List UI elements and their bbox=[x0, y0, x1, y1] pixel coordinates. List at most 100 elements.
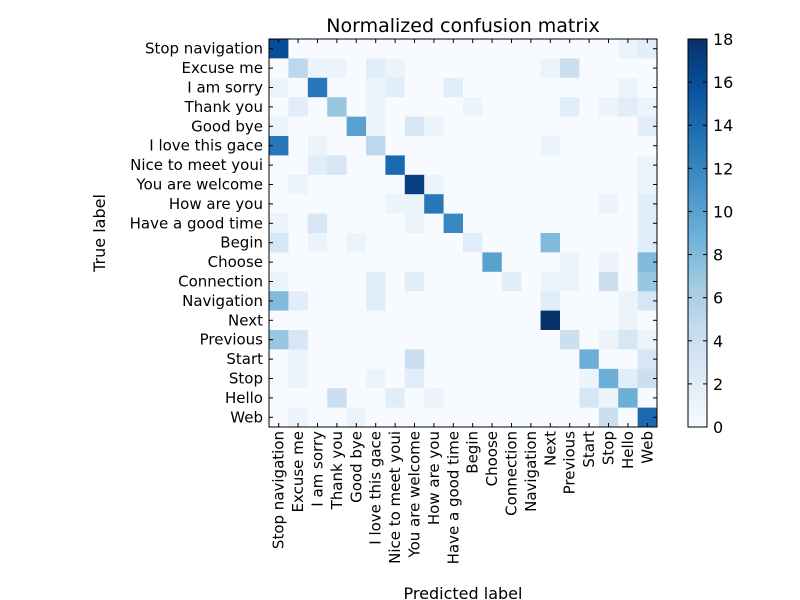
heatmap-cell bbox=[540, 136, 561, 156]
heatmap-cell bbox=[288, 77, 309, 98]
heatmap-cell bbox=[521, 291, 541, 311]
y-tick-label: Connection bbox=[178, 273, 263, 291]
heatmap-cell bbox=[618, 58, 638, 79]
heatmap-cell bbox=[501, 310, 522, 331]
heatmap-cell bbox=[579, 407, 600, 428]
heatmap-cell bbox=[269, 58, 289, 79]
heatmap-cell bbox=[540, 291, 561, 311]
heatmap-cell bbox=[366, 174, 386, 195]
y-tick-label: Navigation bbox=[182, 292, 263, 310]
heatmap-cell bbox=[618, 174, 638, 195]
x-tick-label: You are welcome bbox=[406, 431, 424, 559]
y-tick-label: Previous bbox=[200, 331, 264, 349]
heatmap-cell bbox=[404, 39, 425, 59]
heatmap-cell bbox=[540, 155, 561, 176]
heatmap-cell bbox=[346, 213, 367, 234]
heatmap-cell bbox=[346, 116, 367, 137]
heatmap-cell bbox=[598, 97, 619, 117]
heatmap-cell bbox=[579, 97, 600, 117]
heatmap-cell bbox=[521, 407, 541, 428]
heatmap-cell bbox=[443, 349, 464, 370]
heatmap-cell bbox=[482, 407, 503, 428]
heatmap-cell bbox=[598, 194, 619, 214]
heatmap-cell bbox=[560, 136, 580, 156]
heatmap-cell bbox=[307, 407, 328, 428]
heatmap-cell bbox=[501, 252, 522, 273]
heatmap-cell bbox=[560, 368, 580, 389]
heatmap-cell bbox=[540, 58, 561, 79]
heatmap-cell bbox=[482, 97, 503, 117]
heatmap-cell bbox=[521, 39, 541, 59]
heatmap-cell bbox=[501, 330, 522, 350]
heatmap-cell bbox=[443, 174, 464, 195]
heatmap-cell bbox=[521, 58, 541, 79]
heatmap-cell bbox=[618, 252, 638, 273]
colorbar-tick-label: 16 bbox=[713, 73, 733, 92]
heatmap-cell bbox=[288, 194, 309, 214]
heatmap-cell bbox=[307, 291, 328, 311]
y-tick-label: Start bbox=[226, 350, 263, 368]
heatmap-cell bbox=[637, 388, 658, 408]
heatmap-cell bbox=[637, 271, 658, 292]
heatmap-cell bbox=[269, 388, 289, 408]
chart-title: Normalized confusion matrix bbox=[326, 15, 599, 37]
heatmap-cell bbox=[346, 39, 367, 59]
heatmap-cell bbox=[327, 233, 347, 253]
heatmap-cell bbox=[560, 77, 580, 98]
heatmap-cell bbox=[269, 174, 289, 195]
heatmap-cell bbox=[307, 58, 328, 79]
heatmap-cell bbox=[560, 407, 580, 428]
heatmap-cell bbox=[269, 155, 289, 176]
heatmap-cell bbox=[463, 330, 483, 350]
heatmap-cell bbox=[385, 233, 406, 253]
heatmap-cell bbox=[346, 271, 367, 292]
heatmap-cell bbox=[366, 58, 386, 79]
heatmap-cell bbox=[366, 155, 386, 176]
heatmap-cell bbox=[366, 330, 386, 350]
heatmap-cell bbox=[521, 97, 541, 117]
heatmap-cell bbox=[366, 252, 386, 273]
heatmap-cell bbox=[327, 97, 347, 117]
heatmap-cell bbox=[346, 233, 367, 253]
heatmap-cell bbox=[385, 174, 406, 195]
heatmap-cell bbox=[424, 136, 444, 156]
heatmap-cell bbox=[521, 213, 541, 234]
heatmap-cell bbox=[501, 233, 522, 253]
y-tick-label: Have a good time bbox=[130, 214, 263, 232]
heatmap-cell bbox=[404, 194, 425, 214]
heatmap-cell bbox=[560, 116, 580, 137]
heatmap-cell bbox=[579, 388, 600, 408]
heatmap-cell bbox=[598, 136, 619, 156]
heatmap-cell bbox=[288, 213, 309, 234]
heatmap-cell bbox=[463, 407, 483, 428]
colorbar-tick-label: 8 bbox=[713, 246, 723, 265]
y-tick-label: Next bbox=[228, 311, 263, 329]
y-tick-label: Choose bbox=[208, 253, 263, 271]
heatmap-cell bbox=[327, 213, 347, 234]
heatmap-cell bbox=[424, 310, 444, 331]
heatmap-cell bbox=[560, 194, 580, 214]
heatmap-cell bbox=[366, 116, 386, 137]
heatmap-cell bbox=[269, 116, 289, 137]
heatmap-cell bbox=[521, 233, 541, 253]
heatmap-cell bbox=[618, 39, 638, 59]
heatmap-cell bbox=[618, 194, 638, 214]
heatmap-cell bbox=[346, 291, 367, 311]
heatmap-cell bbox=[637, 116, 658, 137]
heatmap-cell bbox=[385, 97, 406, 117]
heatmap-cell bbox=[346, 136, 367, 156]
heatmap-cell bbox=[288, 349, 309, 370]
heatmap-cell bbox=[618, 116, 638, 137]
heatmap-cell bbox=[385, 330, 406, 350]
heatmap-cell bbox=[637, 349, 658, 370]
heatmap-cell bbox=[385, 252, 406, 273]
heatmap-cell bbox=[443, 330, 464, 350]
x-tick-label: Begin bbox=[464, 431, 482, 474]
y-tick-label: Stop bbox=[229, 370, 263, 388]
heatmap-cell bbox=[482, 155, 503, 176]
heatmap-cell bbox=[501, 349, 522, 370]
heatmap-cell bbox=[404, 310, 425, 331]
heatmap-cell bbox=[288, 407, 309, 428]
heatmap-cell bbox=[618, 388, 638, 408]
